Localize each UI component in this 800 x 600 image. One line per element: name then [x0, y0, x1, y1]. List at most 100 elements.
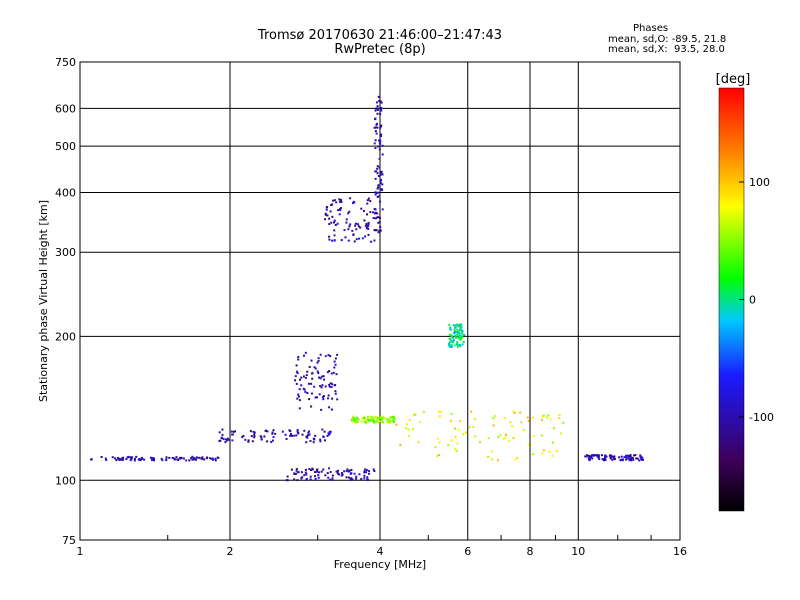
- data-point: [329, 355, 332, 358]
- data-point: [634, 454, 637, 457]
- data-point: [374, 416, 377, 419]
- data-point: [334, 392, 337, 395]
- data-point: [449, 326, 452, 329]
- data-point: [378, 220, 381, 223]
- data-point: [389, 415, 392, 418]
- data-point: [629, 454, 632, 457]
- data-point: [297, 432, 300, 435]
- data-point: [322, 468, 325, 471]
- data-point: [333, 229, 336, 232]
- data-point: [598, 454, 601, 457]
- data-point: [331, 477, 334, 480]
- data-point: [344, 236, 347, 239]
- data-point: [374, 421, 377, 424]
- data-point: [378, 99, 381, 102]
- data-point: [307, 431, 310, 434]
- data-point: [453, 332, 456, 335]
- data-point: [359, 226, 362, 229]
- data-point: [295, 469, 298, 472]
- data-point: [365, 469, 368, 472]
- data-point: [214, 459, 217, 462]
- data-point: [462, 340, 465, 343]
- data-point: [375, 107, 378, 110]
- data-point: [408, 419, 411, 422]
- data-point: [366, 418, 369, 421]
- data-point: [337, 209, 340, 212]
- data-point: [590, 454, 593, 457]
- data-point: [376, 172, 379, 175]
- data-point: [393, 415, 396, 418]
- data-point: [603, 457, 606, 460]
- data-point: [459, 338, 462, 341]
- data-point: [399, 444, 402, 447]
- data-point: [168, 456, 171, 459]
- data-point: [455, 343, 458, 346]
- data-point: [558, 414, 561, 417]
- data-point: [318, 393, 321, 396]
- data-point: [451, 337, 454, 340]
- data-point: [372, 217, 375, 220]
- data-point: [395, 423, 398, 426]
- colorbar-label: [deg]: [716, 72, 751, 87]
- data-point: [272, 429, 275, 432]
- data-point: [458, 337, 461, 340]
- data-point: [340, 472, 343, 475]
- data-point: [328, 430, 331, 433]
- data-point: [324, 439, 327, 442]
- data-point: [360, 207, 363, 210]
- data-point: [328, 406, 331, 409]
- y-tick-label: 400: [55, 186, 76, 199]
- data-point: [448, 337, 451, 340]
- data-point: [133, 459, 136, 462]
- data-point: [353, 418, 356, 421]
- data-point: [260, 436, 263, 439]
- data-point: [522, 428, 525, 431]
- data-point: [448, 341, 451, 344]
- data-point: [374, 177, 377, 180]
- data-point: [594, 454, 597, 457]
- data-point: [318, 471, 321, 474]
- data-point: [192, 458, 195, 461]
- data-point: [305, 473, 308, 476]
- data-point: [391, 416, 394, 419]
- data-point: [126, 456, 129, 459]
- data-point: [152, 457, 155, 460]
- data-point: [219, 439, 222, 442]
- phases-heading: Phases: [633, 23, 669, 34]
- data-point: [458, 323, 461, 326]
- data-point: [379, 173, 382, 176]
- data-point: [319, 353, 322, 356]
- data-point: [463, 333, 466, 336]
- data-point: [303, 388, 306, 391]
- data-point: [310, 405, 313, 408]
- data-point: [366, 476, 369, 479]
- data-point: [192, 456, 195, 459]
- data-point: [598, 458, 601, 461]
- data-point: [448, 333, 451, 336]
- data-point: [527, 419, 530, 422]
- data-point: [190, 457, 193, 460]
- data-point: [372, 417, 375, 420]
- data-point: [304, 471, 307, 474]
- data-point: [363, 419, 366, 422]
- data-point: [252, 430, 255, 433]
- data-point: [587, 457, 590, 460]
- data-point: [357, 418, 360, 421]
- x-tick-label: 1: [77, 545, 84, 558]
- data-point: [250, 435, 253, 438]
- data-point: [457, 429, 460, 432]
- data-point: [361, 237, 364, 240]
- data-point: [326, 214, 329, 217]
- data-point: [345, 221, 348, 224]
- data-point: [372, 468, 375, 471]
- data-point: [354, 419, 357, 422]
- data-point: [356, 420, 359, 423]
- data-point: [117, 457, 120, 460]
- data-point: [360, 477, 363, 480]
- data-point: [591, 454, 594, 457]
- data-point: [367, 227, 370, 230]
- data-point: [296, 479, 299, 482]
- data-point: [253, 433, 256, 436]
- data-point: [623, 456, 626, 459]
- data-point: [333, 221, 336, 224]
